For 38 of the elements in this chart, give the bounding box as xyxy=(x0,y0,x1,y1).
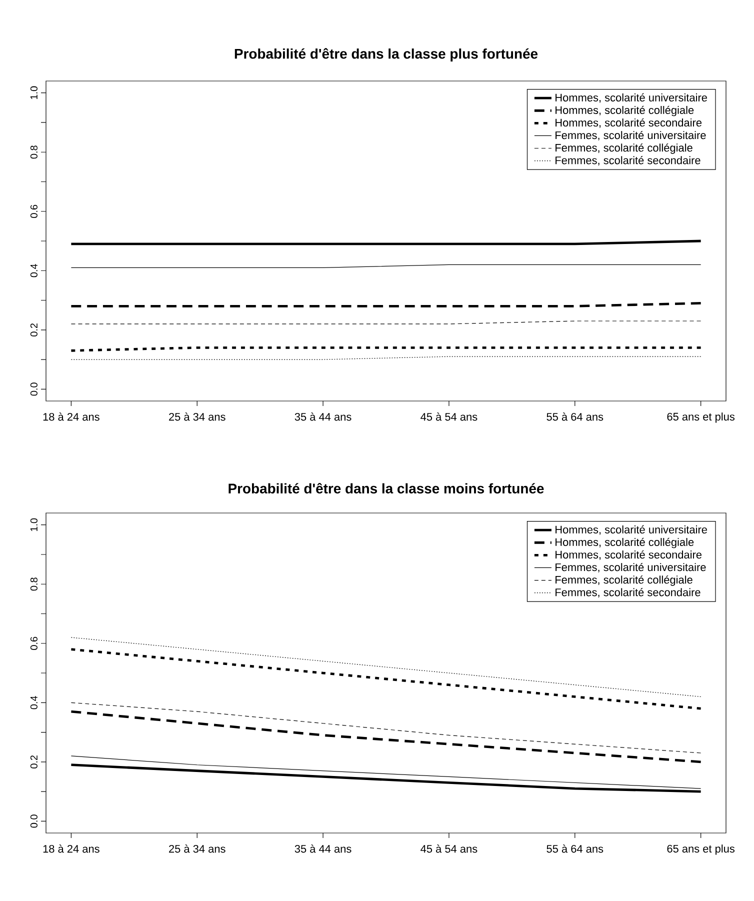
y-tick-label: 0.0 xyxy=(30,382,38,396)
x-tick-label: 55 à 64 ans xyxy=(546,412,604,421)
y-tick-label: 0.2 xyxy=(30,755,38,768)
legend-label: Femmes, scolarité universitaire xyxy=(556,562,706,572)
legend-label: Hommes, scolarité universitaire xyxy=(556,93,707,103)
y-tick-label: 1.0 xyxy=(30,518,38,532)
y-tick-label: 0.4 xyxy=(30,264,38,278)
y-tick-label: 1.0 xyxy=(30,86,38,100)
x-tick-label: 18 à 24 ans xyxy=(43,844,100,853)
legend-label: Hommes, scolarité universitaire xyxy=(556,525,707,535)
chart-title: Probabilité d'être dans la classe plus fortunée xyxy=(234,48,538,62)
legend-label: Femmes, scolarité collégiale xyxy=(556,575,692,586)
y-tick-label: 0.6 xyxy=(30,636,38,650)
x-tick-label: 35 à 44 ans xyxy=(294,412,352,421)
legend-label: Hommes, scolarité secondaire xyxy=(556,118,702,128)
legend-label: Femmes, scolarité collégiale xyxy=(556,143,692,154)
chart-title: Probabilité d'être dans la classe moins fortunée xyxy=(228,482,544,494)
x-tick-label: 45 à 54 ans xyxy=(420,412,478,421)
x-tick-label: 25 à 34 ans xyxy=(169,844,226,853)
y-tick-label: 0.0 xyxy=(30,814,38,828)
legend-label: Hommes, scolarité collégiale xyxy=(556,538,694,548)
x-tick-label: 65 ans et plus xyxy=(667,844,735,855)
x-tick-label: 65 ans et plus xyxy=(667,412,735,423)
x-tick-label: 25 à 34 ans xyxy=(169,412,226,421)
y-tick-label: 0.8 xyxy=(30,578,38,591)
legend-label: Femmes, scolarité secondaire xyxy=(556,588,700,598)
x-tick-label: 18 à 24 ans xyxy=(43,412,100,421)
y-tick-label: 0.8 xyxy=(30,146,38,159)
x-tick-label: 45 à 54 ans xyxy=(420,844,478,853)
legend-label: Hommes, scolarité secondaire xyxy=(556,550,702,560)
x-tick-label: 35 à 44 ans xyxy=(294,844,352,853)
legend-label: Femmes, scolarité universitaire xyxy=(556,130,706,140)
y-tick-label: 0.4 xyxy=(30,696,38,710)
legend-label: Femmes, scolarité secondaire xyxy=(556,156,700,166)
y-tick-label: 0.6 xyxy=(30,204,38,218)
x-tick-label: 55 à 64 ans xyxy=(546,844,604,853)
y-tick-label: 0.2 xyxy=(30,323,38,336)
legend-label: Hommes, scolarité collégiale xyxy=(556,106,694,116)
